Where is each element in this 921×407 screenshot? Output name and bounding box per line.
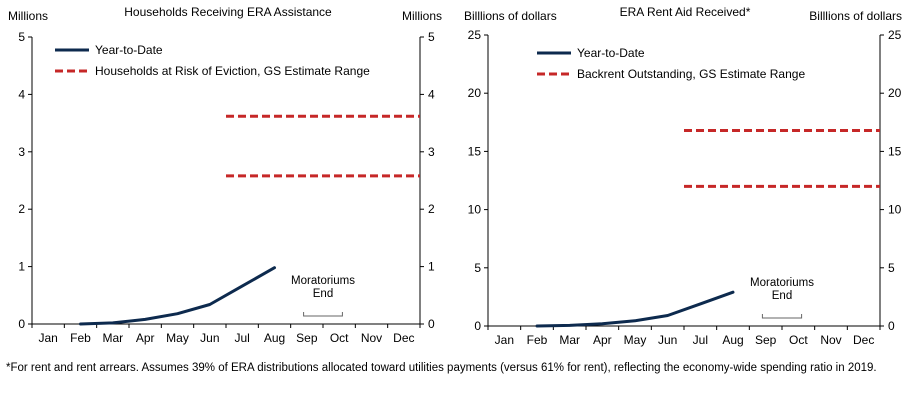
era-rent-aid-x-tick-label: Jun <box>658 333 677 347</box>
era-rent-aid-legend-label: Year-to-Date <box>577 46 645 60</box>
era-households-legend-label: Year-to-Date <box>95 43 163 57</box>
era-rent-aid-right-tick-label: 20 <box>888 86 902 100</box>
era-households-left-tick-label: 0 <box>18 317 25 331</box>
era-rent-aid-left-tick-label: 10 <box>468 203 482 217</box>
era-households-annotation-text: Moratoriums <box>291 275 355 287</box>
era-rent-aid-left-unit-label: Billlions of dollars <box>464 9 557 23</box>
era-households-series-year-to-date-line <box>79 266 276 326</box>
era-households-x-tick-label: Aug <box>264 331 285 345</box>
era-rent-aid-annotation-text: Moratoriums <box>750 277 814 289</box>
era-households-x-tick-label: Dec <box>393 331 414 345</box>
era-households-x-tick-label: Jul <box>234 331 249 345</box>
era-rent-aid-x-tick-label: Nov <box>820 333 841 347</box>
era-rent-aid-x-tick-label: Oct <box>789 333 808 347</box>
era-households-right-tick-label: 5 <box>428 30 435 44</box>
era-households-right-tick-label: 0 <box>428 317 435 331</box>
footnote: *For rent and rent arrears. Assumes 39% … <box>6 362 877 374</box>
era-households-left-tick-label: 2 <box>18 202 25 216</box>
era-rent-aid-right-tick-label: 5 <box>888 261 895 275</box>
era-households-x-tick-label: Feb <box>70 331 91 345</box>
era-rent-aid-x-tick-label: Apr <box>593 333 612 347</box>
era-rent-aid-left-tick-label: 25 <box>468 28 482 42</box>
era-households-x-tick-label: Sep <box>296 331 318 345</box>
era-rent-aid-x-tick-label: Sep <box>755 333 777 347</box>
era-rent-aid-x-tick-label: Dec <box>853 333 874 347</box>
era-households-right-tick-label: 2 <box>428 202 435 216</box>
era-households-x-tick-label: Oct <box>330 331 349 345</box>
era-households-x-tick-label: Apr <box>136 331 155 345</box>
era-rent-aid-right-tick-label: 25 <box>888 28 902 42</box>
era-households-right-tick-label: 3 <box>428 145 435 159</box>
era-rent-aid-left-tick-label: 20 <box>468 86 482 100</box>
era-rent-aid-left-tick-label: 5 <box>474 261 481 275</box>
era-households-left-tick-label: 5 <box>18 30 25 44</box>
era-rent-aid-series-year-to-date-line <box>535 290 735 328</box>
era-rent-aid-right-tick-label: 0 <box>888 319 895 333</box>
era-households-x-tick-label: Nov <box>361 331 382 345</box>
era-rent-aid-title: ERA Rent Aid Received* <box>620 5 751 19</box>
era-households-left-unit-label: Millions <box>8 9 48 23</box>
era-households-x-tick-label: Jan <box>38 331 57 345</box>
era-households-left-tick-label: 1 <box>18 260 25 274</box>
era-households-annotation-text: End <box>313 288 333 300</box>
era-rent-aid-annotation-text: End <box>772 290 792 302</box>
era-rent-aid-x-tick-label: Feb <box>527 333 548 347</box>
era-households-right-tick-label: 4 <box>428 87 435 101</box>
era-rent-aid-right-unit-label: Billlions of dollars <box>809 9 902 23</box>
era-households-right-unit-label: Millions <box>402 9 442 23</box>
era-rent-aid-right-tick-label: 15 <box>888 144 902 158</box>
era-rent-aid-annotation-bracket <box>761 314 803 319</box>
era-households-annotation-bracket <box>303 312 343 317</box>
era-households-legend-label: Households at Risk of Eviction, GS Estim… <box>95 64 370 78</box>
era-rent-aid-x-tick-label: Jan <box>495 333 514 347</box>
era-rent-aid-x-tick-label: May <box>624 333 647 347</box>
era-rent-aid-left-tick-label: 15 <box>468 144 482 158</box>
era-rent-aid-x-tick-label: Jul <box>693 333 708 347</box>
era-rent-aid-legend-label: Backrent Outstanding, GS Estimate Range <box>577 67 805 81</box>
era-rent-aid-x-tick-label: Mar <box>559 333 580 347</box>
era-rent-aid-left-tick-label: 0 <box>474 319 481 333</box>
era-households-left-tick-label: 4 <box>18 87 25 101</box>
era-households-x-tick-label: Jun <box>200 331 219 345</box>
era-rent-aid-right-tick-label: 10 <box>888 203 902 217</box>
era-households-x-tick-label: May <box>166 331 189 345</box>
era-households-right-tick-label: 1 <box>428 260 435 274</box>
era-households-title: Households Receiving ERA Assistance <box>124 5 332 19</box>
era-rent-aid-x-tick-label: Aug <box>722 333 743 347</box>
era-households-x-tick-label: Mar <box>102 331 123 345</box>
era-households-left-tick-label: 3 <box>18 145 25 159</box>
